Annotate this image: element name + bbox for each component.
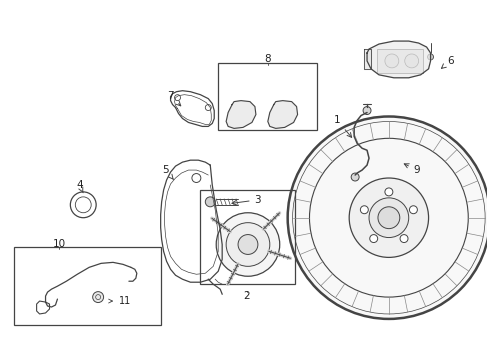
Circle shape: [205, 197, 215, 207]
Bar: [14, 247, 161, 325]
Text: 8: 8: [264, 54, 270, 64]
Circle shape: [384, 54, 398, 68]
Bar: [376, 49, 422, 73]
Polygon shape: [267, 100, 297, 129]
Text: 10: 10: [53, 239, 66, 248]
Text: 1: 1: [333, 116, 351, 138]
Circle shape: [427, 54, 433, 60]
Circle shape: [216, 213, 279, 276]
Bar: [218, 63, 317, 130]
Circle shape: [238, 235, 257, 255]
Circle shape: [309, 138, 468, 297]
Circle shape: [287, 117, 488, 319]
Text: 7: 7: [167, 91, 181, 106]
Text: 6: 6: [441, 56, 453, 68]
Circle shape: [350, 173, 358, 181]
Polygon shape: [366, 41, 429, 78]
Circle shape: [362, 107, 370, 114]
Circle shape: [384, 188, 392, 196]
Text: 5: 5: [162, 165, 173, 180]
Circle shape: [368, 198, 408, 238]
Polygon shape: [364, 49, 370, 69]
Circle shape: [360, 206, 367, 214]
Circle shape: [225, 223, 269, 266]
Circle shape: [408, 206, 417, 214]
Circle shape: [369, 235, 377, 243]
Text: 11: 11: [108, 296, 131, 306]
Circle shape: [93, 292, 103, 302]
Circle shape: [399, 235, 407, 243]
Text: 3: 3: [231, 195, 261, 205]
Text: 2: 2: [243, 291, 250, 301]
Circle shape: [377, 207, 399, 229]
Polygon shape: [225, 100, 255, 129]
Circle shape: [404, 54, 418, 68]
Text: 9: 9: [404, 164, 420, 175]
Text: 4: 4: [76, 180, 83, 193]
Bar: [200, 190, 294, 284]
Circle shape: [348, 178, 427, 257]
